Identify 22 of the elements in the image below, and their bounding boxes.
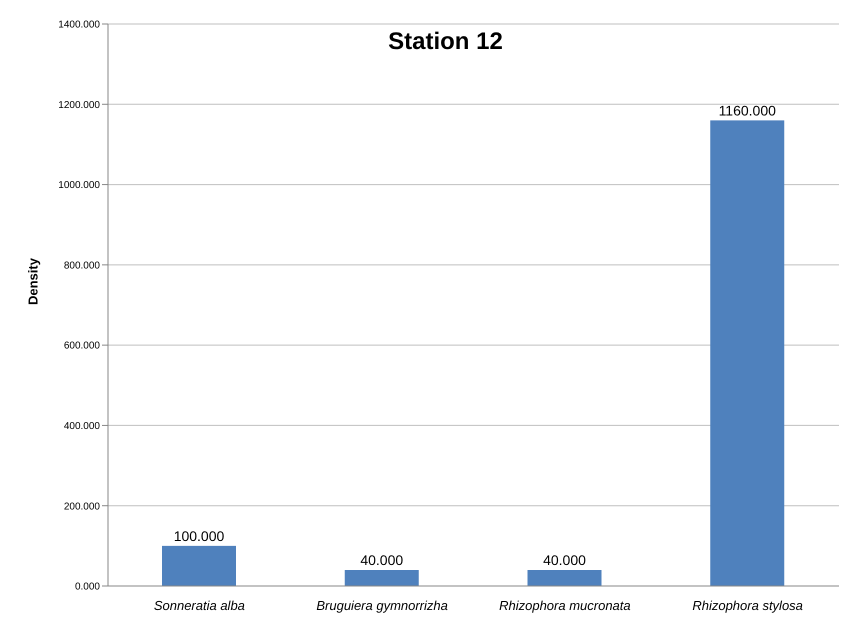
x-tick-label: Rhizophora stylosa: [692, 598, 803, 613]
bar: [710, 120, 784, 586]
y-tick-label: 400.000: [64, 420, 100, 432]
y-tick-label: 1000.000: [58, 180, 100, 192]
y-tick-label: 600.000: [64, 340, 100, 352]
data-label: 100.000: [174, 528, 225, 544]
bar: [162, 546, 236, 586]
chart-title: Station 12: [388, 28, 503, 55]
y-tick-label: 1200.000: [58, 100, 100, 111]
y-axis-title: Density: [26, 257, 41, 305]
bar: [528, 570, 602, 586]
y-tick-label: 0.000: [74, 582, 100, 593]
x-tick-label: Rhizophora mucronata: [499, 598, 631, 613]
y-tick-label: 200.000: [64, 501, 100, 512]
y-tick-label: 800.000: [64, 260, 100, 272]
x-tick-label: Bruguiera gymnorrizha: [316, 598, 448, 613]
x-tick-label: Sonneratia alba: [154, 598, 245, 613]
y-tick-label: 1400.000: [58, 20, 100, 31]
data-label: 1160.000: [718, 102, 776, 118]
data-label: 40.000: [543, 552, 586, 568]
bar: [344, 570, 419, 586]
data-label: 40.000: [360, 552, 404, 568]
